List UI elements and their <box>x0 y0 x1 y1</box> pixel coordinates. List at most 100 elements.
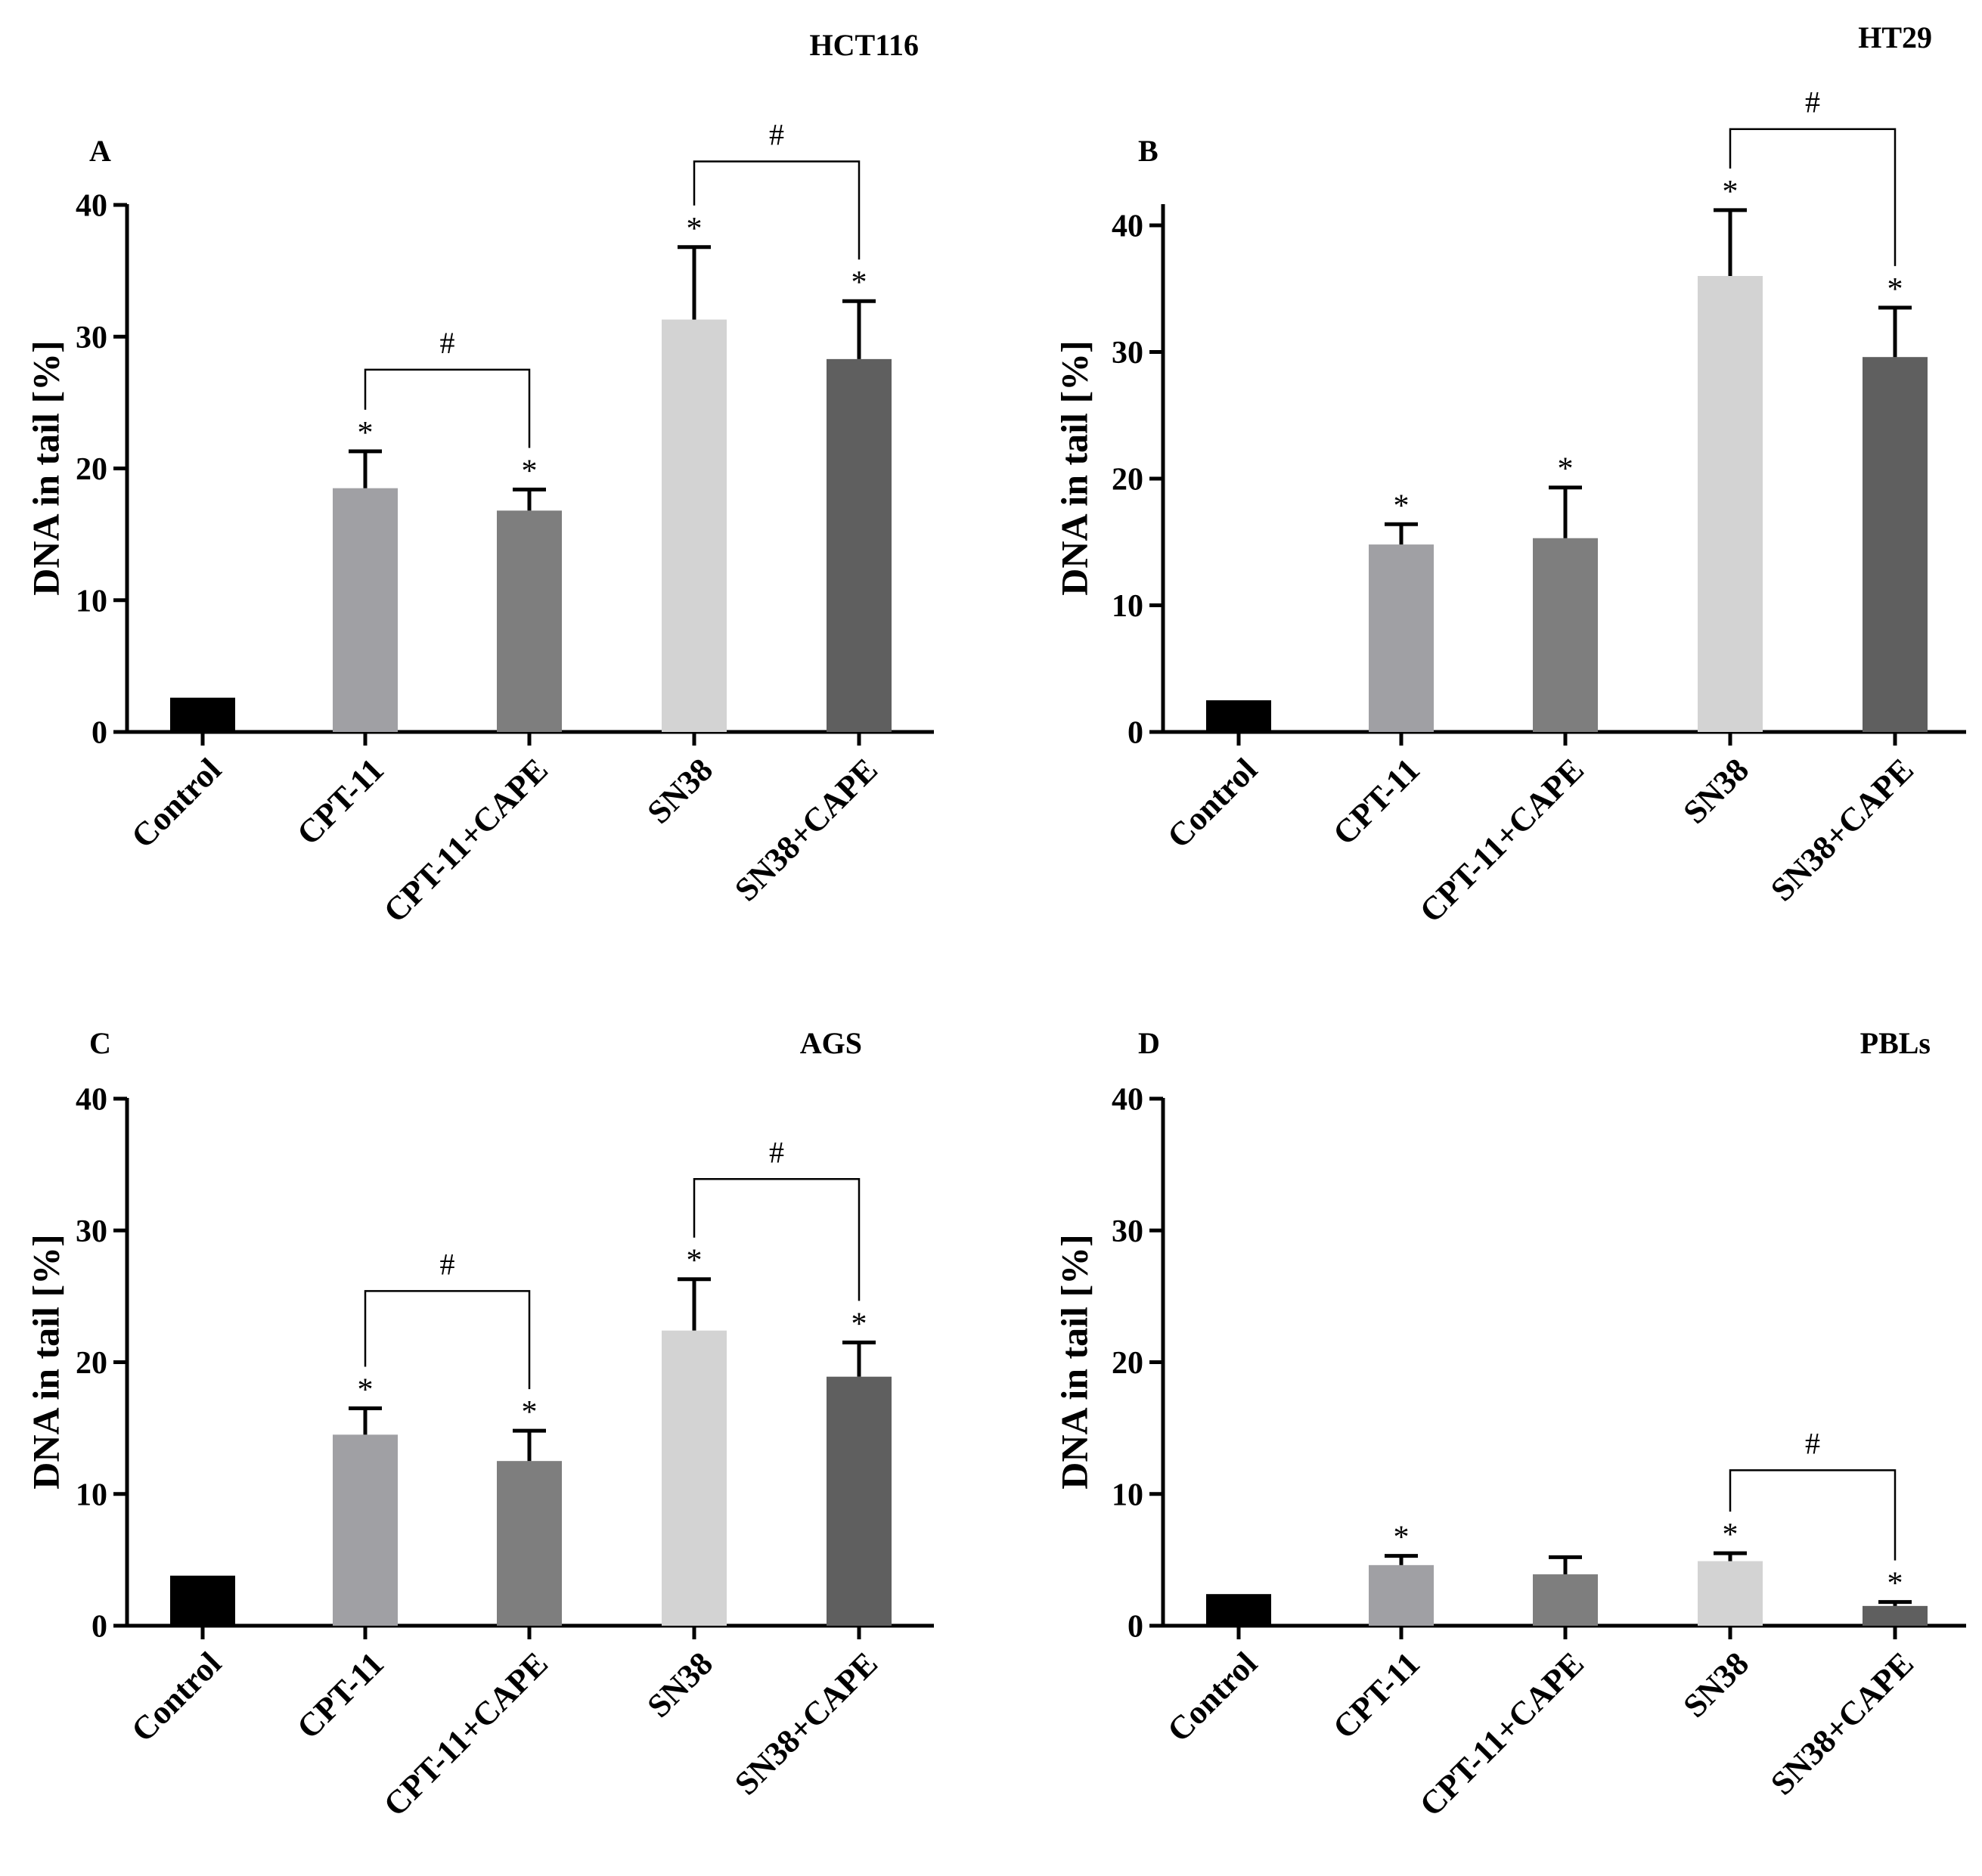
significance-star: * <box>1887 272 1903 307</box>
bar-sn38 <box>1698 276 1763 732</box>
panel-d: D PBLs DNA in tail [%] 0 10 20 30 40 Control * CPT… <box>1053 1026 1966 1824</box>
significance-bracket <box>1729 128 1897 266</box>
bar-cpt-11 <box>333 1434 398 1626</box>
significance-star: * <box>358 416 374 451</box>
bar-sn38 <box>662 319 727 732</box>
bar-sn38 <box>662 1330 727 1626</box>
category-label: CPT-11+CAPE <box>377 1645 555 1823</box>
category-label: Control <box>124 751 228 855</box>
significance-star: * <box>1723 1518 1739 1552</box>
y-tick-label: 20 <box>76 1346 107 1381</box>
y-tick-label: 10 <box>1112 589 1143 624</box>
bar-control <box>1206 1594 1271 1626</box>
panel-c: C AGS DNA in tail [%] 0 10 20 30 40 Control * CPT-… <box>25 1026 934 1824</box>
y-tick-label: 0 <box>92 1610 107 1645</box>
significance-bracket <box>693 160 861 260</box>
significance-star: * <box>1887 1567 1903 1602</box>
bar-sn38-cape <box>827 1376 892 1626</box>
significance-star: * <box>687 1244 703 1279</box>
bar-cpt-11-cape <box>497 510 562 732</box>
significance-star: * <box>687 212 703 247</box>
y-tick-label: 40 <box>76 1083 107 1118</box>
chart-title: AGS <box>800 1026 862 1060</box>
significance-star: * <box>1394 488 1410 523</box>
chart-title: HCT116 <box>810 28 919 62</box>
bar-sn38-cape <box>1863 1605 1928 1626</box>
category-label: SN38 <box>640 751 720 831</box>
category-label: SN38+CAPE <box>727 1645 885 1802</box>
y-axis-label: DNA in tail [%] <box>25 1234 67 1490</box>
bar-sn38-cape <box>827 358 892 732</box>
category-label: CPT-11+CAPE <box>1413 751 1591 929</box>
significance-star: * <box>1394 1521 1410 1555</box>
category-label: SN38 <box>640 1645 720 1725</box>
significance-hash: # <box>440 326 455 360</box>
category-label: SN38 <box>1676 751 1756 831</box>
chart-title: PBLs <box>1860 1026 1931 1060</box>
category-label: CPT-11 <box>1326 751 1427 852</box>
bar-cpt-11 <box>1369 544 1434 732</box>
significance-hash: # <box>769 117 784 151</box>
bar-sn38-cape <box>1863 357 1928 732</box>
category-label: SN38+CAPE <box>1763 751 1921 908</box>
category-label: CPT-11+CAPE <box>377 751 555 929</box>
significance-hash: # <box>440 1247 455 1281</box>
bar-control <box>1206 700 1271 732</box>
y-tick-label: 10 <box>76 1478 107 1512</box>
panel-letter: A <box>89 134 111 168</box>
panel-letter: C <box>89 1026 111 1060</box>
y-axis-label: DNA in tail [%] <box>1053 1234 1096 1490</box>
significance-hash: # <box>769 1135 784 1169</box>
panel-b: B HT29 DNA in tail [%] 0 10 20 30 40 Control * CPT… <box>1053 20 1966 930</box>
panel-letter: D <box>1138 1026 1160 1060</box>
category-label: CPT-11 <box>290 751 391 852</box>
category-label: SN38 <box>1676 1645 1756 1725</box>
significance-star: * <box>1558 452 1574 487</box>
panel-a: A HCT116 DNA in tail [%] 0 10 20 30 40 Control * C… <box>25 28 934 930</box>
y-tick-label: 10 <box>1112 1478 1143 1512</box>
bar-cpt-11 <box>1369 1564 1434 1626</box>
bar-cpt-11-cape <box>1533 538 1598 732</box>
y-tick-label: 0 <box>92 716 107 751</box>
significance-bracket <box>364 1290 531 1390</box>
category-label: SN38+CAPE <box>1763 1645 1921 1802</box>
y-axis-label: DNA in tail [%] <box>25 340 67 596</box>
y-tick-label: 40 <box>1112 209 1143 244</box>
y-tick-label: 0 <box>1127 1610 1143 1645</box>
y-tick-label: 20 <box>1112 463 1143 498</box>
y-tick-label: 30 <box>1112 1214 1143 1249</box>
bar-control <box>170 697 235 732</box>
significance-bracket <box>364 368 531 448</box>
y-tick-label: 20 <box>76 452 107 487</box>
category-label: CPT-11+CAPE <box>1413 1645 1591 1823</box>
significance-star: * <box>851 265 867 300</box>
y-tick-label: 40 <box>1112 1083 1143 1118</box>
significance-star: * <box>522 1395 538 1430</box>
y-tick-label: 20 <box>1112 1346 1143 1381</box>
significance-star: * <box>358 1372 374 1407</box>
bar-sn38 <box>1698 1561 1763 1626</box>
significance-star: * <box>522 454 538 488</box>
y-tick-label: 10 <box>76 584 107 619</box>
category-label: Control <box>1160 751 1264 855</box>
panel-letter: B <box>1138 134 1158 168</box>
y-tick-label: 30 <box>1112 336 1143 371</box>
category-label: Control <box>1160 1645 1264 1749</box>
significance-star: * <box>1723 175 1739 209</box>
significance-bracket <box>693 1178 861 1301</box>
bar-cpt-11-cape <box>1533 1574 1598 1626</box>
significance-bracket <box>1729 1469 1897 1561</box>
category-label: CPT-11 <box>290 1645 391 1746</box>
y-tick-label: 30 <box>76 1214 107 1249</box>
chart-title: HT29 <box>1858 20 1932 54</box>
bar-control <box>170 1575 235 1626</box>
y-axis-label: DNA in tail [%] <box>1053 340 1096 596</box>
category-label: SN38+CAPE <box>727 751 885 908</box>
significance-hash: # <box>1805 85 1820 119</box>
significance-hash: # <box>1805 1426 1820 1460</box>
y-tick-label: 30 <box>76 321 107 355</box>
category-label: CPT-11 <box>1326 1645 1427 1746</box>
bar-cpt-11-cape <box>497 1461 562 1626</box>
significance-star: * <box>851 1307 867 1341</box>
